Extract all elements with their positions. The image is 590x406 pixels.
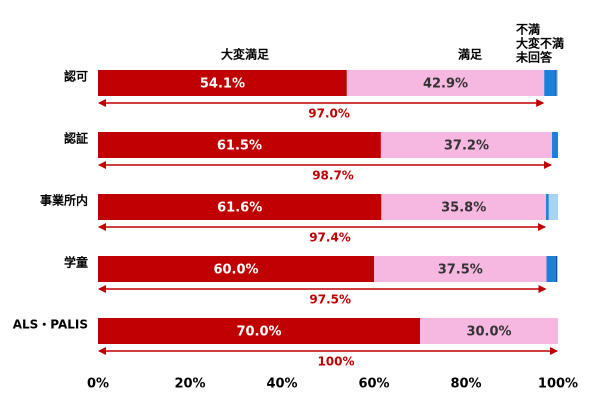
value-label: 30.0% <box>466 325 511 340</box>
total-label: 97.0% <box>308 107 350 121</box>
bar-segment <box>552 132 558 158</box>
bar-segment <box>420 318 558 344</box>
bar-segment <box>98 132 381 158</box>
value-label: 37.2% <box>444 139 489 154</box>
legend-label: 未回答 <box>515 50 553 65</box>
legend-label: 大変不満 <box>516 36 564 51</box>
bar-segment <box>98 256 374 282</box>
bar-segment <box>546 256 556 282</box>
x-tick-label: 0% <box>87 377 109 392</box>
bar-segment <box>98 70 347 96</box>
bar-segment <box>381 194 547 220</box>
x-tick-label: 20% <box>174 377 205 392</box>
bar-segment <box>548 194 558 220</box>
value-label: 70.0% <box>236 325 281 340</box>
bar-segment <box>380 132 553 158</box>
x-tick-label: 100% <box>538 377 578 392</box>
value-label: 61.6% <box>217 201 262 216</box>
bar-segment <box>557 256 558 282</box>
bar-segment <box>556 70 558 96</box>
value-label: 54.1% <box>200 77 245 92</box>
bar-segment <box>555 256 558 282</box>
x-tick-label: 80% <box>450 377 481 392</box>
bar-segment <box>98 318 420 344</box>
bar-segment <box>544 70 556 96</box>
category-label: 学童 <box>64 255 88 270</box>
total-label: 98.7% <box>312 169 354 183</box>
bar-segment <box>98 194 382 220</box>
x-tick-label: 60% <box>358 377 389 392</box>
total-label: 100% <box>317 355 354 369</box>
legend-label: 不満 <box>516 22 540 37</box>
total-label: 97.4% <box>309 231 351 245</box>
legend-label: 大変満足 <box>221 47 269 62</box>
bar-segment <box>546 194 549 220</box>
category-label: 認可 <box>64 69 88 84</box>
value-label: 60.0% <box>213 263 258 278</box>
value-label: 42.9% <box>423 77 468 92</box>
bar-segment <box>374 256 547 282</box>
legend-label: 満足 <box>458 47 482 62</box>
value-label: 37.5% <box>438 263 483 278</box>
bar-segment <box>346 70 545 96</box>
category-label: ALS・PALIS <box>13 318 88 332</box>
value-label: 61.5% <box>217 139 262 154</box>
category-label: 事業所内 <box>40 193 88 208</box>
category-label: 認証 <box>64 131 88 146</box>
bar-segment <box>555 70 557 96</box>
x-tick-label: 40% <box>266 377 297 392</box>
total-label: 97.5% <box>309 293 351 307</box>
value-label: 35.8% <box>441 201 486 216</box>
